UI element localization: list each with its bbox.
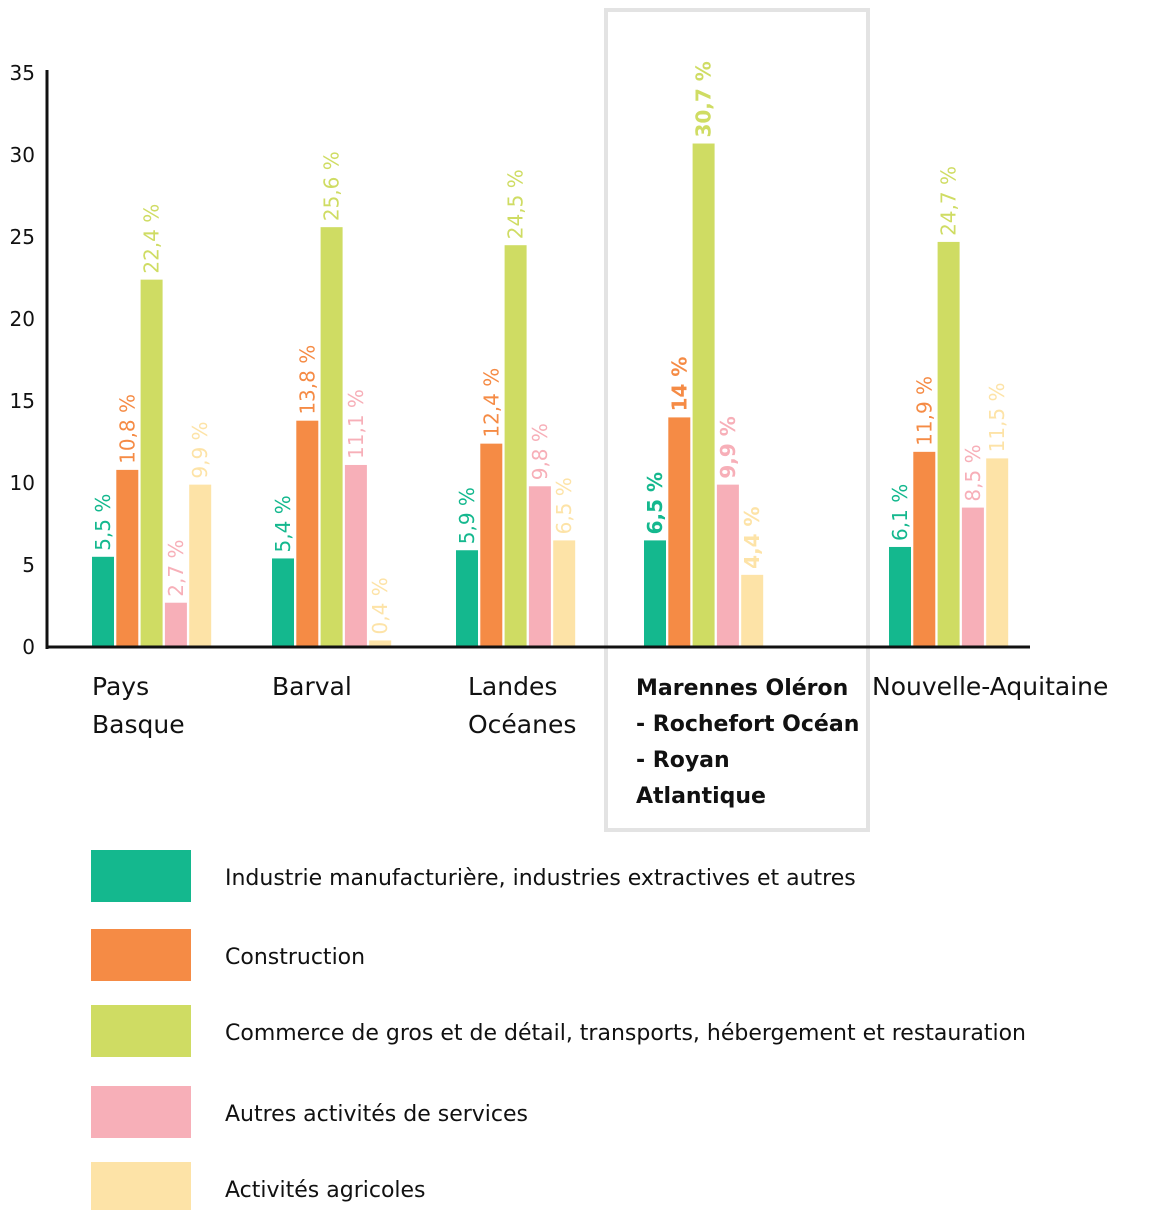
bar xyxy=(116,469,139,647)
legend-label: Autres activités de services xyxy=(225,1102,528,1127)
legend-swatch xyxy=(91,929,191,981)
bar xyxy=(668,417,691,647)
value-label: 0,4 % xyxy=(368,577,392,634)
value-label: 6,5 % xyxy=(643,472,667,534)
bar xyxy=(296,420,319,647)
value-label: 2,7 % xyxy=(164,540,188,597)
bar xyxy=(692,143,715,647)
legend-swatch xyxy=(91,850,191,902)
value-label: 4,4 % xyxy=(740,506,764,568)
bar xyxy=(528,486,551,647)
bar xyxy=(189,484,212,647)
y-tick-label: 35 xyxy=(10,61,35,85)
bar xyxy=(320,227,343,647)
legend-label: Construction xyxy=(225,945,365,970)
value-label: 24,5 % xyxy=(504,169,528,239)
bar xyxy=(986,458,1009,647)
value-label: 8,5 % xyxy=(961,444,985,501)
legend-swatch xyxy=(91,1162,191,1210)
x-tick-label: Landes Océanes xyxy=(468,672,577,739)
value-label: 22,4 % xyxy=(140,204,164,274)
value-label: 11,1 % xyxy=(344,389,368,459)
bar xyxy=(504,245,527,647)
value-label: 9,9 % xyxy=(716,416,740,478)
legend-label: Commerce de gros et de détail, transport… xyxy=(225,1021,1026,1046)
y-tick-label: 25 xyxy=(10,225,35,249)
bar xyxy=(369,640,392,647)
bar xyxy=(716,484,739,647)
bar xyxy=(553,540,576,647)
value-label: 5,9 % xyxy=(455,487,479,544)
value-label: 11,9 % xyxy=(912,376,936,446)
value-label: 11,5 % xyxy=(985,382,1009,452)
value-label: 9,8 % xyxy=(528,423,552,480)
legend-label: Industrie manufacturière, industries ext… xyxy=(225,866,856,891)
y-tick-label: 30 xyxy=(10,143,35,167)
legend-swatch xyxy=(91,1086,191,1138)
bar xyxy=(92,556,114,647)
bar xyxy=(913,451,936,647)
bar xyxy=(164,602,187,647)
legend-label: Activités agricoles xyxy=(225,1178,426,1203)
bar xyxy=(272,558,294,647)
bar xyxy=(140,279,163,647)
value-label: 12,4 % xyxy=(479,368,503,438)
y-tick-label: 5 xyxy=(22,553,35,577)
bar xyxy=(889,546,911,647)
x-tick-label: Pays Basque xyxy=(92,672,185,739)
x-tick-label: Nouvelle-Aquitaine xyxy=(872,672,1109,701)
y-tick-label: 20 xyxy=(10,307,35,331)
value-label: 6,5 % xyxy=(552,477,576,534)
value-label: 5,4 % xyxy=(271,495,295,552)
value-label: 14 % xyxy=(667,357,691,412)
legend-swatch xyxy=(91,1005,191,1057)
bar xyxy=(644,540,666,647)
bar xyxy=(937,241,960,648)
value-label: 5,5 % xyxy=(91,494,115,551)
value-label: 25,6 % xyxy=(320,151,344,221)
x-tick-label: Barval xyxy=(272,672,352,701)
bar xyxy=(961,507,984,647)
bar xyxy=(344,464,367,647)
bar xyxy=(741,574,764,647)
y-tick-label: 0 xyxy=(22,635,35,659)
x-tick-label: Marennes Oléron - Rochefort Océan - Roya… xyxy=(636,676,860,809)
bar xyxy=(480,443,503,647)
bar xyxy=(456,550,478,647)
value-label: 13,8 % xyxy=(295,345,319,415)
y-tick-label: 15 xyxy=(10,389,35,413)
value-label: 10,8 % xyxy=(115,394,139,464)
highlight-box xyxy=(604,8,870,832)
y-tick-label: 10 xyxy=(10,471,35,495)
value-label: 9,9 % xyxy=(188,421,212,478)
value-label: 30,7 % xyxy=(692,61,716,137)
value-label: 6,1 % xyxy=(888,484,912,541)
value-label: 24,7 % xyxy=(937,166,961,236)
